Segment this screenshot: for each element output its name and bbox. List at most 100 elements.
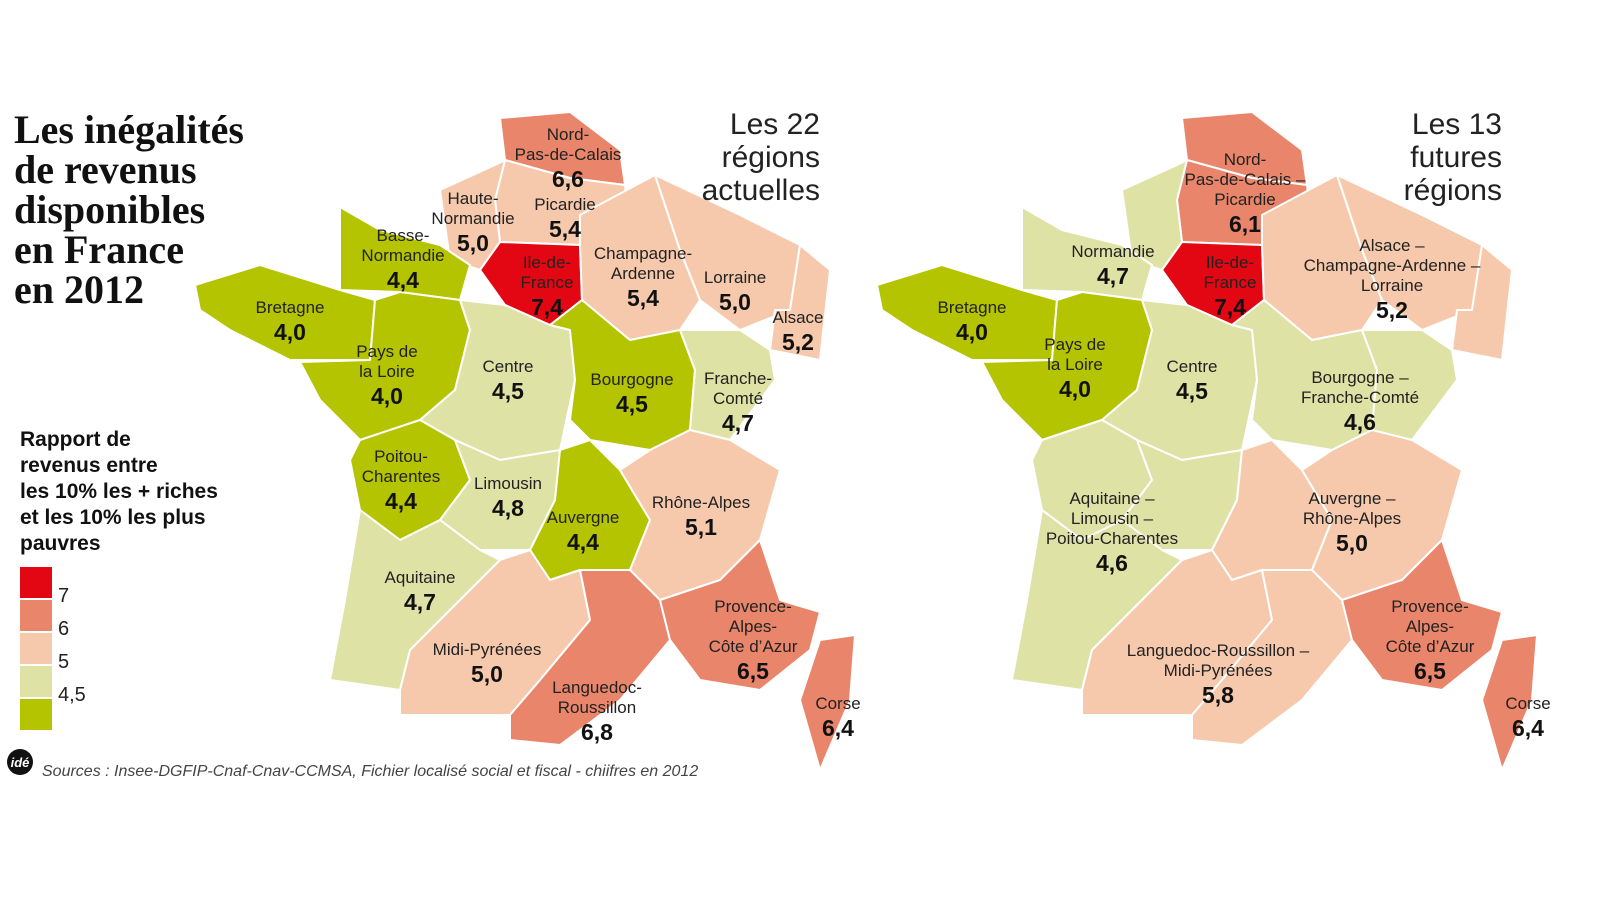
region-name: Aquitaine [385,568,456,587]
region-value: 4,4 [567,529,599,555]
region-value: 5,0 [1336,530,1368,556]
region-value: 5,0 [471,661,503,687]
region-value: 4,7 [722,410,754,436]
region-shape [339,206,471,301]
region-value: 6,4 [1512,715,1544,741]
region-shape [549,299,696,451]
region-name: Limousin [474,474,542,493]
region-name: Comté [713,389,763,408]
region-value: 5,2 [782,329,814,355]
region-name: Auvergne – [1309,489,1396,508]
region-value: 6,6 [552,166,584,192]
region-value: 4,4 [385,488,417,514]
region-value: 7,4 [531,294,563,320]
legend-title-line: revenus entre [20,454,158,477]
region-name: Poitou- [374,447,428,466]
region-value: 6,1 [1229,211,1261,237]
legend-swatch [20,633,52,664]
region [654,174,801,331]
region-name: Normandie [1071,242,1154,261]
region-value: 4,0 [956,319,988,345]
region-value: 4,0 [371,383,403,409]
legend-title-line: Rapport de [20,428,131,451]
map: Nord-Pas-de-Calais –Picardie 6,1 Normandie… [876,111,1551,771]
region-value: 5,4 [627,285,659,311]
region-name: Roussillon [558,698,636,717]
region-name: France [1204,273,1257,292]
region [1011,419,1243,691]
region-shape [1361,329,1458,441]
region-value: 5,0 [719,289,751,315]
region-value: 4,8 [492,495,524,521]
region-name: Corse [1505,694,1550,713]
legend-title-line: les 10% les + riches [20,480,218,503]
region-value: 7,4 [1214,294,1246,320]
region-value: 6,5 [1414,658,1446,684]
region [679,329,776,441]
region-shape [1341,539,1503,691]
legend-label: 7 [58,585,69,607]
region-name: Rhône-Alpes [1303,509,1401,528]
region-value: 4,0 [274,319,306,345]
map-title-line: régions [722,141,820,174]
region-name: Côte d’Azur [1386,637,1475,656]
region-value: 4,6 [1344,409,1376,435]
region-name: Alsace – [1359,236,1425,255]
region-name: la Loire [1047,355,1103,374]
region-name: Corse [815,694,860,713]
region-value: 4,7 [1097,263,1129,289]
region-name: Alpes- [729,617,777,636]
region-name: Pas-de-Calais – [1185,170,1306,189]
region-name: Rhône-Alpes [652,493,750,512]
region-name: Nord- [547,125,590,144]
region-name: Aquitaine – [1069,489,1155,508]
region-value: 4,5 [1176,378,1208,404]
legend-swatch [20,600,52,631]
region [1081,549,1353,746]
map-title-line: Les 13 [1412,108,1502,141]
region-value: 6,5 [737,658,769,684]
region-name: Provence- [714,597,791,616]
region-name: Languedoc-Roussillon – [1127,641,1310,660]
region-value: 4,6 [1096,550,1128,576]
legend-label: 6 [58,618,69,640]
region-name: Ile-de- [523,253,571,272]
region-name: la Loire [359,362,415,381]
region-shape [1481,634,1538,771]
region-name: Alpes- [1406,617,1454,636]
region-name: Basse- [377,226,430,245]
region [1261,174,1513,361]
region-name: Pays de [356,342,417,361]
source-text: Sources : Insee-DGFIP-Cnaf-Cnav-CCMSA, F… [42,763,698,780]
title-line: Les inégalités [14,107,244,152]
region-name: Champagne-Ardenne – [1304,256,1481,275]
region-shape [679,329,776,441]
region-name: Normandie [431,209,514,228]
region-value: 6,8 [581,719,613,745]
legend-label: 5 [58,651,69,673]
region-shape [1336,174,1483,331]
map-title-line: actuelles [702,174,820,207]
region-name: Ile-de- [1206,253,1254,272]
region-name: Alsace [772,308,823,327]
region-shape [659,539,821,691]
region-name: Languedoc- [552,678,642,697]
region-shape [1231,299,1378,451]
region-name: Lorraine [1361,276,1423,295]
region-name: France [521,273,574,292]
legend-swatch [20,699,52,730]
logo-badge [7,749,33,775]
region [1021,159,1188,301]
region-value: 5,0 [457,230,489,256]
source: idé Sources : Insee-DGFIP-Cnaf-Cnav-CCMS… [7,749,698,780]
map-title-line: régions [1404,174,1502,207]
map-title-line: Les 22 [730,108,820,141]
region-name: Champagne- [594,244,692,263]
region-name: Charentes [362,467,440,486]
title-line: de revenus [14,147,197,192]
region [1211,429,1463,601]
title-line: disponibles [14,187,205,232]
region-name: Côte d’Azur [709,637,798,656]
region-value: 4,5 [492,378,524,404]
region-name: Midi-Pyrénées [433,640,542,659]
